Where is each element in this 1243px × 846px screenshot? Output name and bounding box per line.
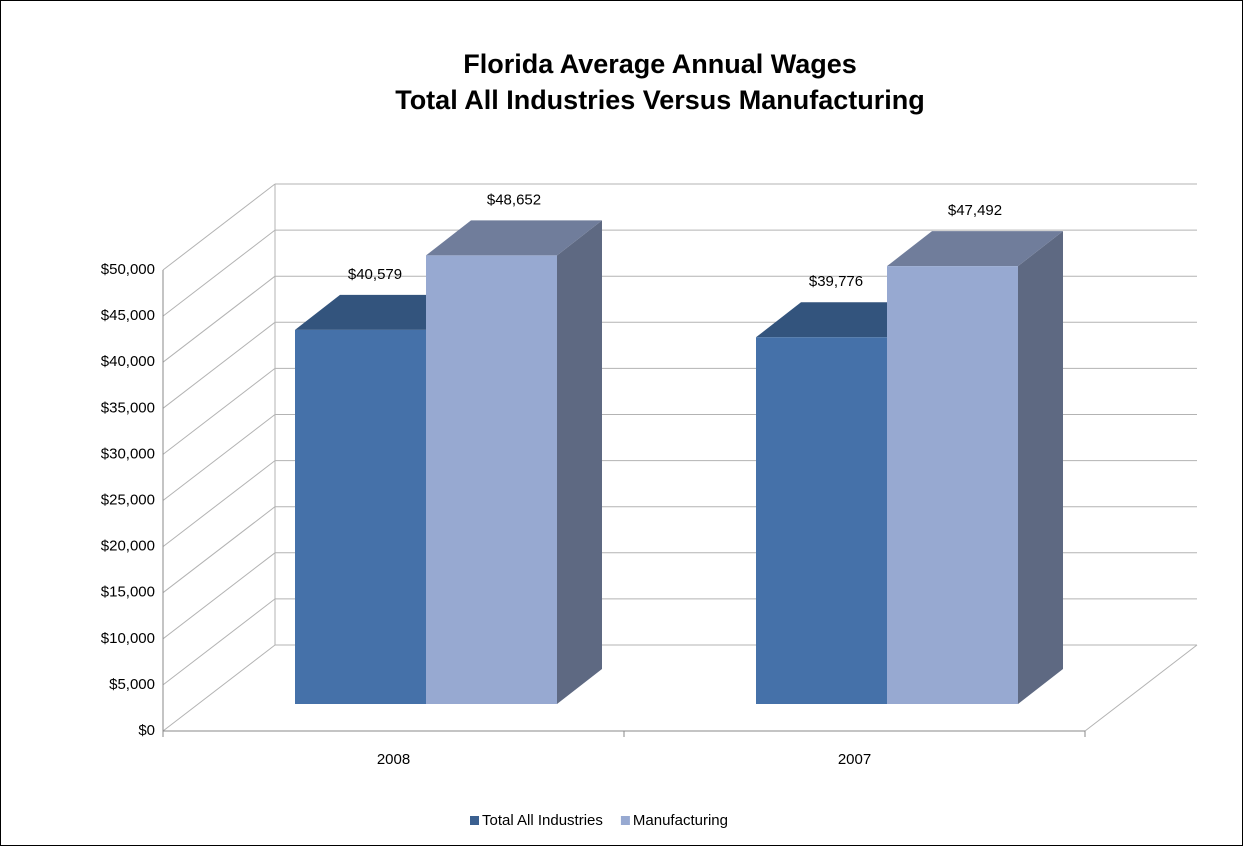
legend-label: Manufacturing [633, 812, 728, 829]
bar [756, 337, 887, 704]
y-tick-label: $15,000 [101, 584, 155, 601]
grid-line-side [162, 598, 276, 686]
grid-line-side [162, 506, 276, 594]
grid-line-side [162, 552, 276, 640]
legend-label: Total All Industries [482, 812, 603, 829]
y-tick-label: $25,000 [101, 491, 155, 508]
grid-line-side [162, 321, 276, 409]
data-label: $48,652 [487, 191, 541, 208]
y-tick-label: $50,000 [101, 261, 155, 278]
chart-title: Florida Average Annual Wages [463, 49, 857, 79]
bar [295, 329, 426, 704]
data-label: $47,492 [948, 202, 1002, 219]
data-label: $39,776 [809, 273, 863, 290]
grid-line-side [162, 414, 276, 501]
bar [887, 266, 1018, 704]
y-tick-label: $10,000 [101, 630, 155, 647]
y-tick-label: $5,000 [109, 676, 155, 693]
grid-line-side [162, 229, 276, 317]
grid-line-side [162, 644, 276, 732]
grid-line-side [162, 183, 276, 271]
bar-side [1018, 231, 1063, 704]
y-tick-label: $45,000 [101, 307, 155, 324]
x-tick-label: 2007 [838, 751, 871, 768]
floor-edge [1084, 644, 1198, 732]
grid-line-side [162, 368, 276, 455]
grid-line-side [162, 460, 276, 547]
data-label: $40,579 [348, 266, 402, 283]
legend-swatch [470, 816, 479, 825]
grid-line-side [162, 275, 276, 363]
bar-top [426, 220, 602, 256]
bar [426, 255, 557, 704]
y-tick-label: $30,000 [101, 445, 155, 462]
chart-subtitle: Total All Industries Versus Manufacturin… [395, 85, 925, 115]
y-tick-label: $20,000 [101, 538, 155, 555]
legend-swatch [620, 816, 630, 825]
y-tick-label: $35,000 [101, 399, 155, 416]
y-tick-label: $40,000 [101, 353, 155, 370]
bar-side [557, 220, 602, 704]
x-tick-label: 2008 [377, 751, 410, 768]
bar-top [887, 231, 1063, 267]
y-tick-label: $0 [138, 722, 155, 739]
